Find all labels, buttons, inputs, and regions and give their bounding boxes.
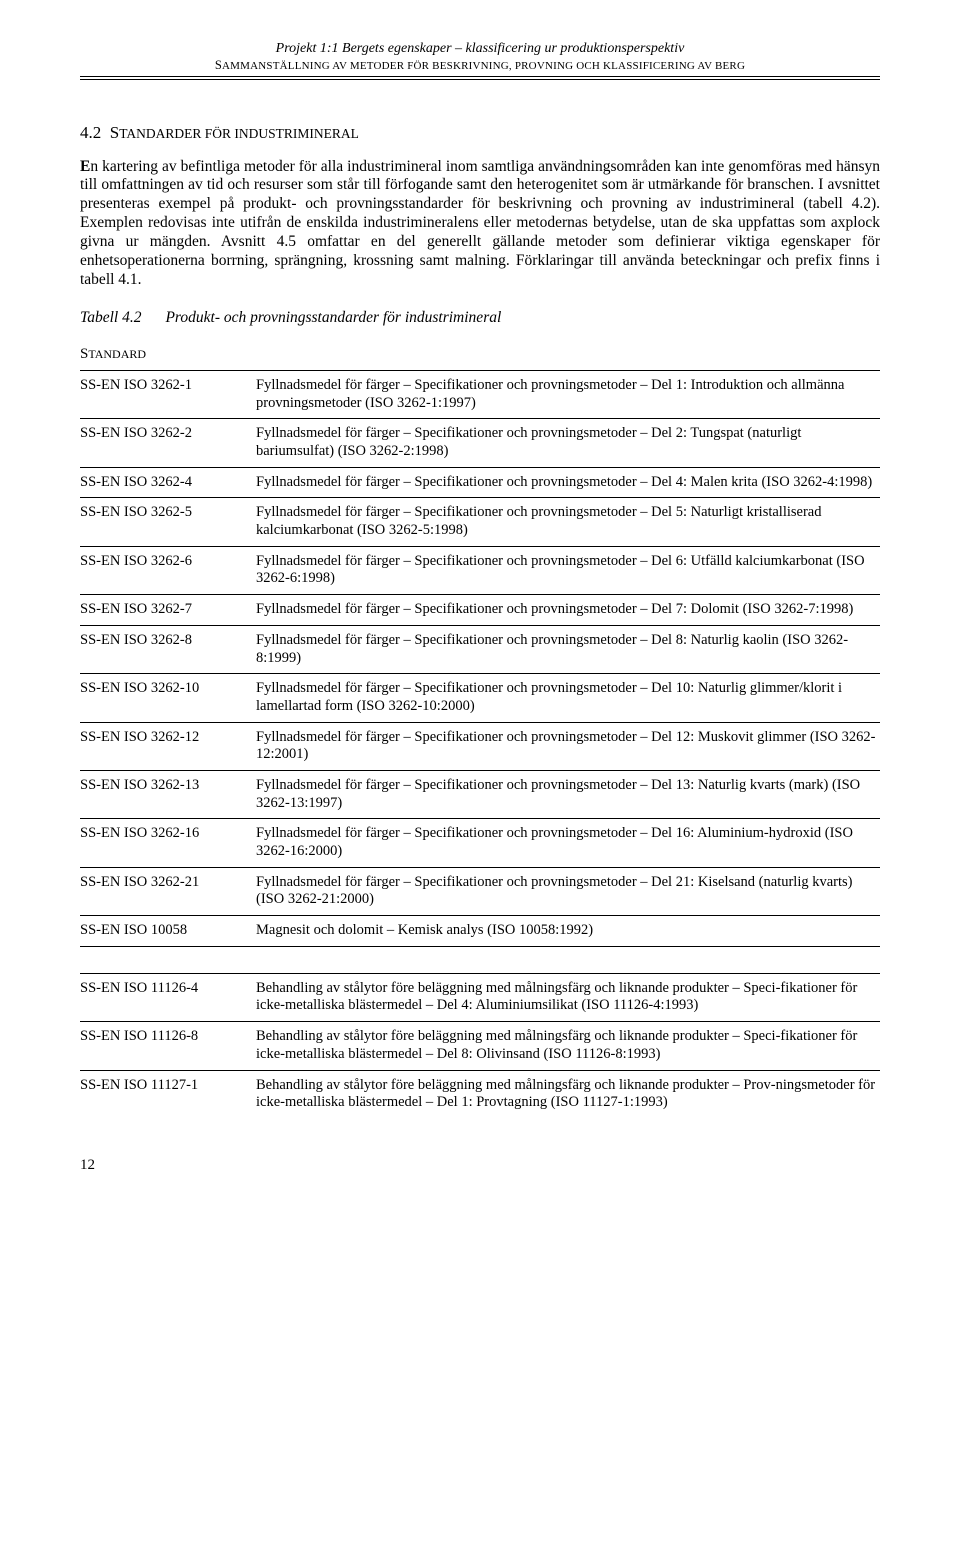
body-paragraph: En kartering av befintliga metoder för a…: [80, 158, 880, 290]
standard-description: Fyllnadsmedel för färger – Specifikation…: [256, 546, 880, 594]
section-title-prefix: S: [110, 123, 119, 142]
standard-description: Fyllnadsmedel för färger – Specifikation…: [256, 819, 880, 867]
standard-heading-rest: TANDARD: [88, 347, 146, 361]
standard-code: SS-EN ISO 3262-8: [80, 625, 256, 673]
table-row: SS-EN ISO 3262-13Fyllnadsmedel för färge…: [80, 770, 880, 818]
header-rule-1: [80, 76, 880, 77]
header-subtitle-prefix: S: [215, 58, 222, 72]
table-row: SS-EN ISO 3262-16Fyllnadsmedel för färge…: [80, 819, 880, 867]
table-row: SS-EN ISO 3262-5Fyllnadsmedel för färger…: [80, 498, 880, 546]
table-row: SS-EN ISO 3262-4Fyllnadsmedel för färger…: [80, 467, 880, 498]
table-row: SS-EN ISO 3262-1Fyllnadsmedel för färger…: [80, 370, 880, 418]
page-header: Projekt 1:1 Bergets egenskaper – klassif…: [80, 40, 880, 80]
standard-description: Fyllnadsmedel för färger – Specifikation…: [256, 595, 880, 626]
table-caption-text: Produkt- och provningsstandarder för ind…: [165, 309, 501, 326]
page-container: Projekt 1:1 Bergets egenskaper – klassif…: [0, 0, 960, 1235]
page-number: 12: [80, 1156, 880, 1175]
standard-description: Fyllnadsmedel för färger – Specifikation…: [256, 370, 880, 418]
standard-code: SS-EN ISO 3262-2: [80, 419, 256, 467]
standard-code: SS-EN ISO 11126-8: [80, 1022, 256, 1070]
standard-description: Fyllnadsmedel för färger – Specifikation…: [256, 467, 880, 498]
header-subtitle: SAMMANSTÄLLNING AV METODER FÖR BESKRIVNI…: [80, 58, 880, 74]
standard-code: SS-EN ISO 3262-4: [80, 467, 256, 498]
standard-column-heading: STANDARD: [80, 345, 880, 364]
standard-code: SS-EN ISO 11127-1: [80, 1070, 256, 1118]
paragraph-text: n kartering av befintliga metoder för al…: [80, 158, 880, 288]
table-row: SS-EN ISO 3262-7Fyllnadsmedel för färger…: [80, 595, 880, 626]
standards-table: SS-EN ISO 3262-1Fyllnadsmedel för färger…: [80, 370, 880, 1118]
standard-description: Fyllnadsmedel för färger – Specifikation…: [256, 867, 880, 915]
section-heading: 4.2 STANDARDER FÖR INDUSTRIMINERAL: [80, 122, 880, 143]
section-title-rest: TANDARDER FÖR INDUSTRIMINERAL: [119, 126, 359, 141]
standard-description: Magnesit och dolomit – Kemisk analys (IS…: [256, 916, 880, 947]
standard-code: SS-EN ISO 3262-13: [80, 770, 256, 818]
standard-description: Fyllnadsmedel för färger – Specifikation…: [256, 498, 880, 546]
table-row: SS-EN ISO 3262-6Fyllnadsmedel för färger…: [80, 546, 880, 594]
standard-description: Behandling av stålytor före beläggning m…: [256, 1022, 880, 1070]
header-subtitle-rest: AMMANSTÄLLNING AV METODER FÖR BESKRIVNIN…: [222, 60, 745, 72]
standard-code: SS-EN ISO 3262-6: [80, 546, 256, 594]
table-row: SS-EN ISO 11126-8Behandling av stålytor …: [80, 1022, 880, 1070]
group-separator: [80, 946, 880, 973]
table-row: SS-EN ISO 10058Magnesit och dolomit – Ke…: [80, 916, 880, 947]
paragraph-lead: E: [80, 158, 90, 175]
table-row: SS-EN ISO 3262-21Fyllnadsmedel för färge…: [80, 867, 880, 915]
standard-code: SS-EN ISO 3262-12: [80, 722, 256, 770]
table-caption: Tabell 4.2Produkt- och provningsstandard…: [80, 308, 880, 327]
table-row: SS-EN ISO 3262-8Fyllnadsmedel för färger…: [80, 625, 880, 673]
table-row: SS-EN ISO 3262-10Fyllnadsmedel för färge…: [80, 674, 880, 722]
standard-description: Behandling av stålytor före beläggning m…: [256, 973, 880, 1021]
table-row: SS-EN ISO 11126-4Behandling av stålytor …: [80, 973, 880, 1021]
standard-description: Behandling av stålytor före beläggning m…: [256, 1070, 880, 1118]
section-number: 4.2: [80, 123, 101, 142]
standard-code: SS-EN ISO 3262-7: [80, 595, 256, 626]
table-row: SS-EN ISO 3262-2Fyllnadsmedel för färger…: [80, 419, 880, 467]
standard-code: SS-EN ISO 3262-21: [80, 867, 256, 915]
table-caption-label: Tabell 4.2: [80, 309, 165, 326]
table-row: SS-EN ISO 3262-12Fyllnadsmedel för färge…: [80, 722, 880, 770]
standard-code: SS-EN ISO 3262-5: [80, 498, 256, 546]
table-row: SS-EN ISO 11127-1Behandling av stålytor …: [80, 1070, 880, 1118]
standard-description: Fyllnadsmedel för färger – Specifikation…: [256, 674, 880, 722]
standard-code: SS-EN ISO 10058: [80, 916, 256, 947]
header-rule-2: [80, 79, 880, 80]
standard-code: SS-EN ISO 11126-4: [80, 973, 256, 1021]
standard-code: SS-EN ISO 3262-16: [80, 819, 256, 867]
standard-description: Fyllnadsmedel för färger – Specifikation…: [256, 722, 880, 770]
standard-code: SS-EN ISO 3262-1: [80, 370, 256, 418]
standard-description: Fyllnadsmedel för färger – Specifikation…: [256, 625, 880, 673]
standard-code: SS-EN ISO 3262-10: [80, 674, 256, 722]
standard-description: Fyllnadsmedel för färger – Specifikation…: [256, 419, 880, 467]
standard-description: Fyllnadsmedel för färger – Specifikation…: [256, 770, 880, 818]
header-title: Projekt 1:1 Bergets egenskaper – klassif…: [80, 40, 880, 58]
